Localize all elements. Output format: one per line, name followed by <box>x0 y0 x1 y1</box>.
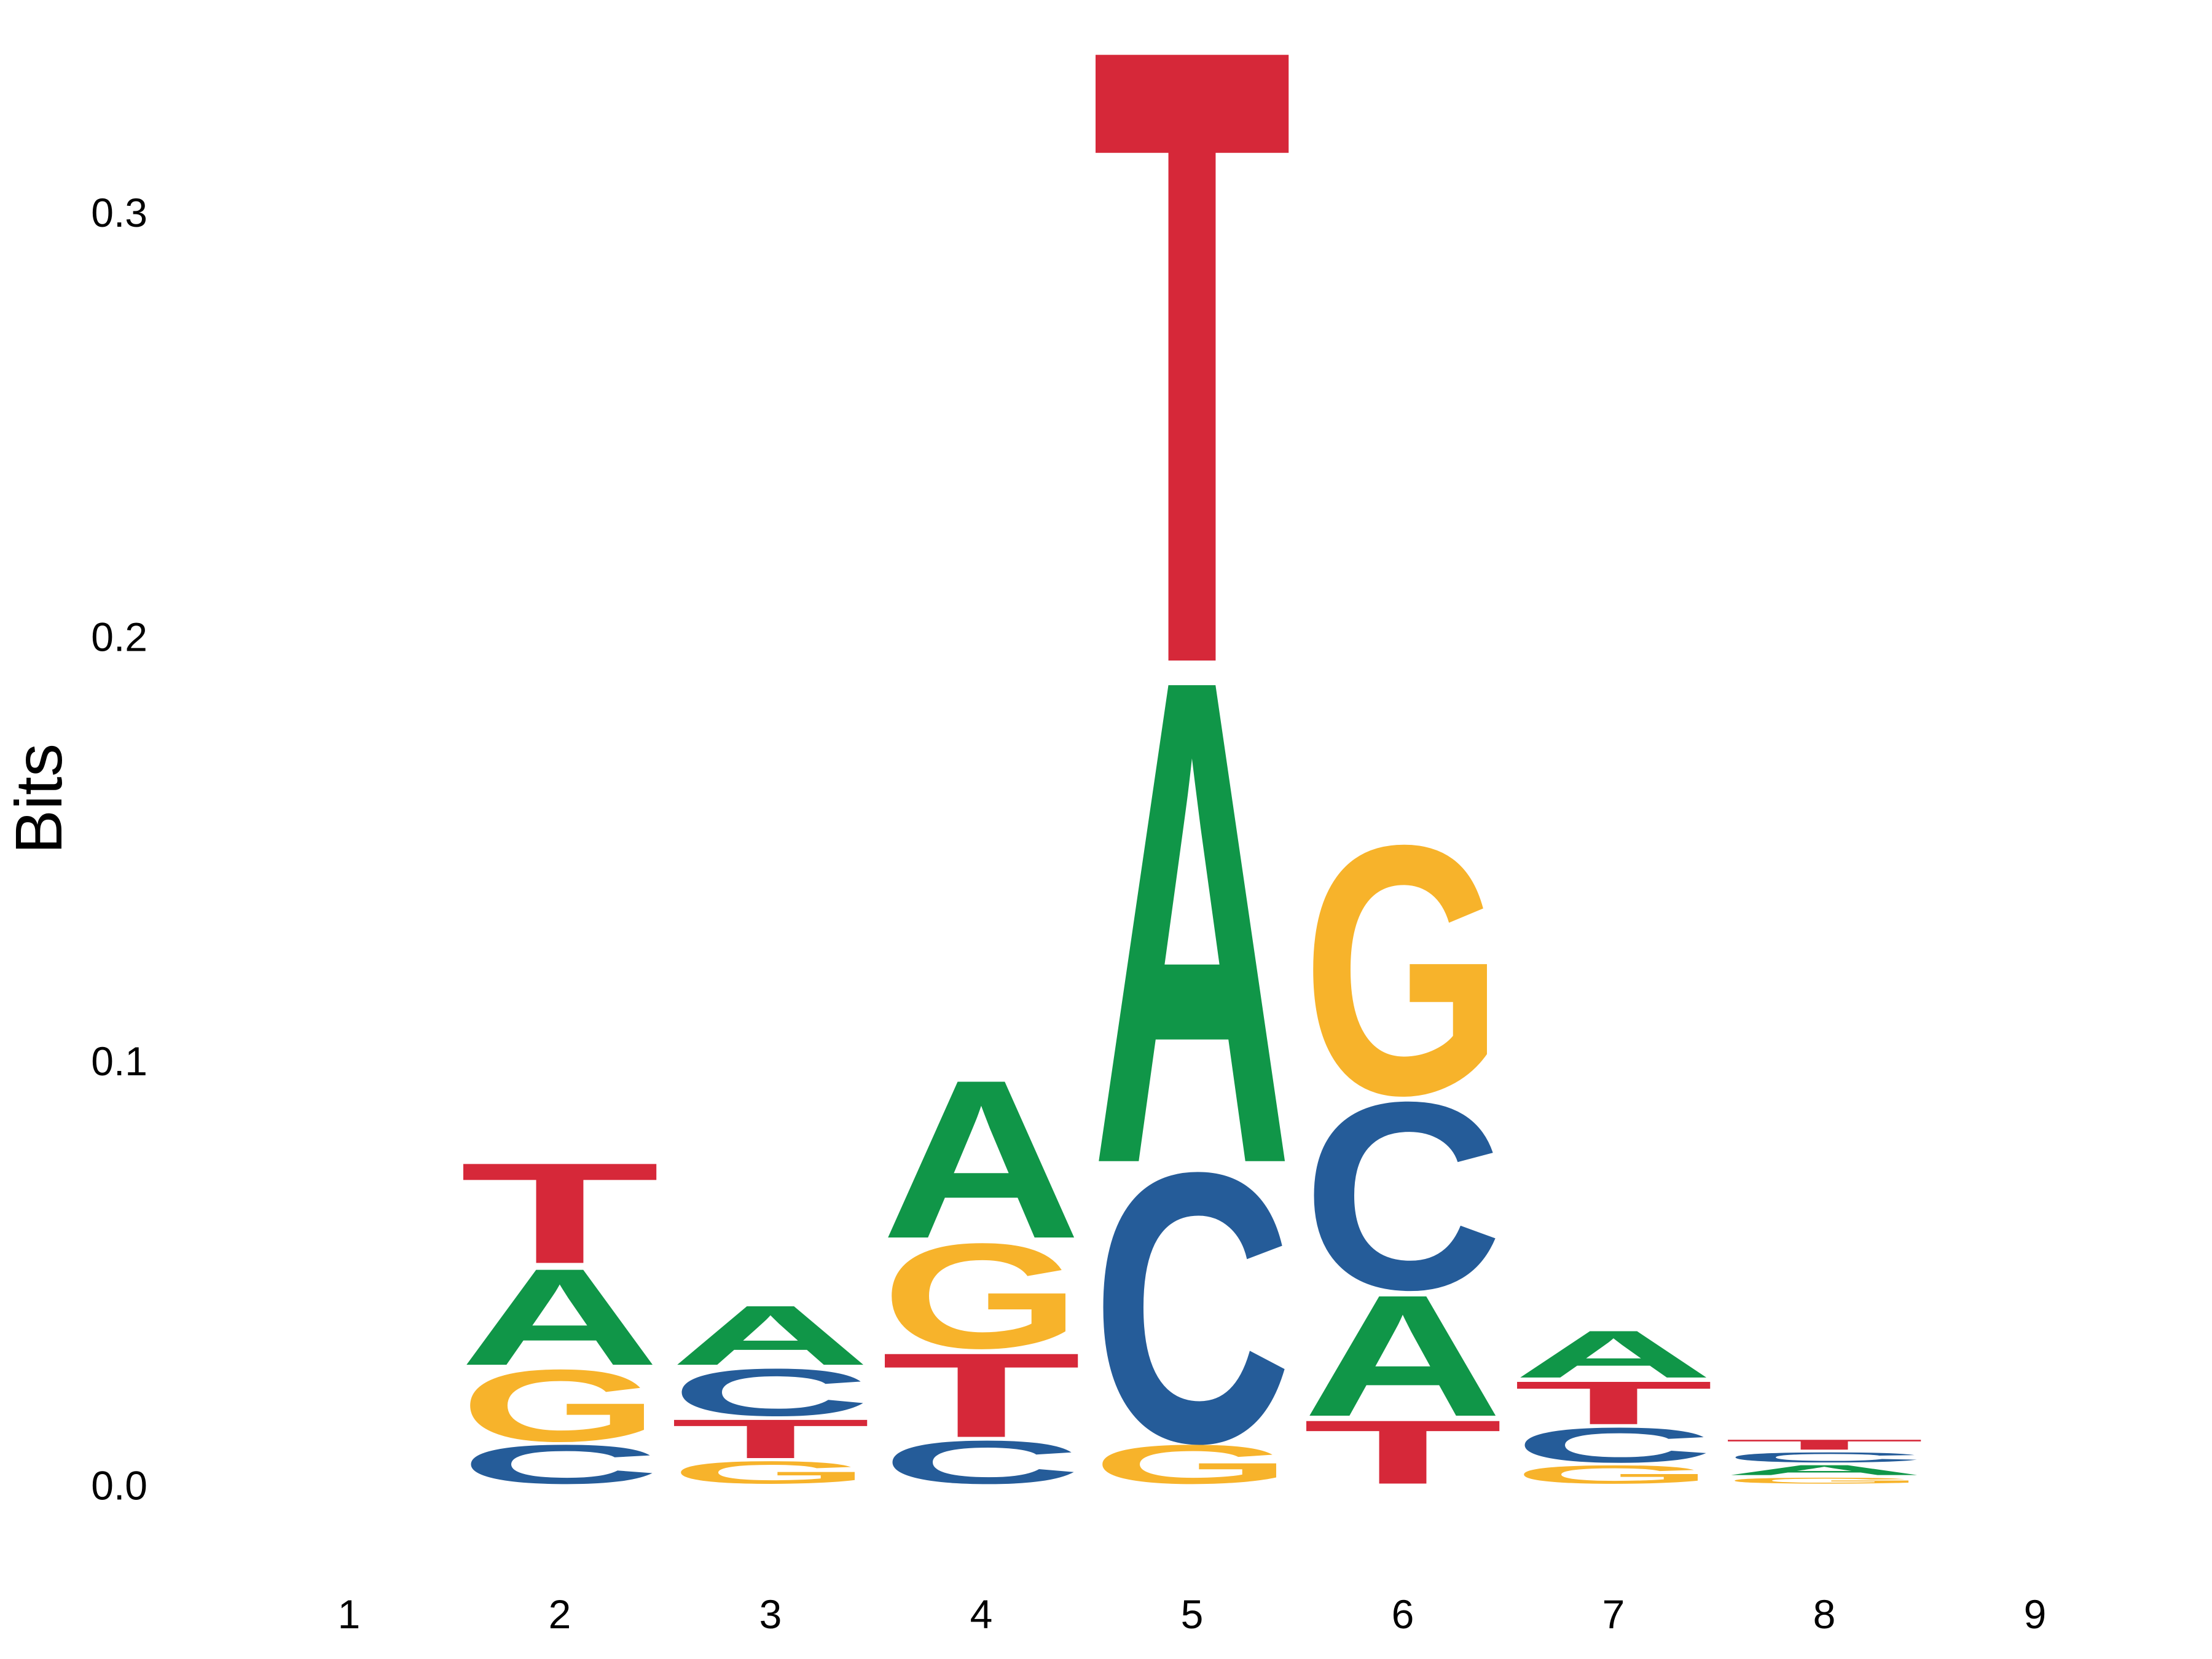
y-tick-label: 0.0 <box>91 1462 147 1508</box>
logo-letter-C: C <box>1724 1449 1924 1465</box>
logo-letter-A: A <box>1303 1258 1503 1453</box>
logo-letter-G: G <box>1092 1433 1292 1496</box>
logo-letter-G: G <box>1513 1460 1714 1489</box>
logo-letter-C: C <box>881 1428 1081 1497</box>
logo-letter-T: T <box>460 1133 660 1293</box>
x-tick-label: 1 <box>338 1591 361 1637</box>
logo-letter-A: A <box>460 1240 660 1394</box>
y-tick-label: 0.1 <box>91 1038 147 1084</box>
logo-letter-C: C <box>1303 1046 1503 1345</box>
logo-letter-C: C <box>1092 1092 1292 1523</box>
logo-letter-A: A <box>881 1033 1081 1285</box>
logo-letter-T: T <box>670 1408 871 1470</box>
y-tick-label: 0.3 <box>91 190 147 235</box>
x-tick-label: 6 <box>1392 1591 1414 1637</box>
y-axis-title: Bits <box>1 743 76 854</box>
x-tick-label: 5 <box>1181 1591 1204 1637</box>
logo-letter-T: T <box>1724 1437 1924 1453</box>
logo-letter-C: C <box>460 1433 660 1496</box>
y-axis-ticks: 0.0 0.1 0.2 0.3 <box>91 190 147 1508</box>
logo-letter-G: G <box>881 1212 1081 1379</box>
x-tick-label: 2 <box>549 1591 571 1637</box>
logo-letter-A: A <box>1092 535 1292 1308</box>
y-tick-label: 0.2 <box>91 614 147 660</box>
logo-letter-T: T <box>881 1328 1081 1463</box>
logo-letter-A: A <box>670 1288 871 1383</box>
logo-letter-T: T <box>1092 0 1292 848</box>
logo-letter-A: A <box>1724 1462 1924 1478</box>
logo-letter-C: C <box>1513 1418 1714 1473</box>
logo-letter-G: G <box>1303 772 1503 1169</box>
logo-letter-A: A <box>1513 1317 1714 1392</box>
logo-letter-G: G <box>1724 1476 1924 1485</box>
x-tick-label: 9 <box>2024 1591 2047 1637</box>
logo-letter-G: G <box>670 1455 871 1491</box>
logo-letter-G: G <box>460 1348 660 1463</box>
logo-letter-T: T <box>1513 1368 1714 1437</box>
x-tick-label: 3 <box>759 1591 782 1637</box>
x-tick-label: 7 <box>1602 1591 1625 1637</box>
logo-letter-T: T <box>1303 1402 1503 1503</box>
x-tick-label: 4 <box>970 1591 993 1637</box>
x-tick-label: 8 <box>1813 1591 1836 1637</box>
logo-letter-C: C <box>670 1355 871 1430</box>
x-axis-ticks: 1 2 3 4 5 6 7 8 9 <box>338 1591 2047 1637</box>
